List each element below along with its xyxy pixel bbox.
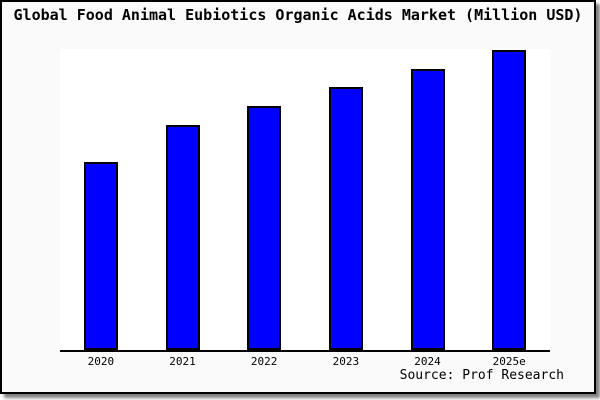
bar-2021 (165, 125, 200, 350)
bar-2023 (328, 87, 363, 350)
bar-slot-2024 (387, 49, 469, 350)
x-tick-label-2022: 2022 (250, 355, 278, 368)
bar-slot-2022 (223, 49, 305, 350)
chart-title: Global Food Animal Eubiotics Organic Aci… (13, 6, 583, 24)
bar-2020 (83, 162, 118, 350)
x-axis-labels: 2020 2021 2022 2023 2024 2025e (60, 355, 550, 368)
x-tick-label-2021: 2021 (169, 355, 196, 368)
plot-area (60, 49, 550, 352)
x-tick-label-2024: 2024 (414, 355, 441, 368)
x-tick-label-2023: 2023 (332, 355, 360, 368)
bar-2024 (410, 69, 445, 350)
bar-slot-2020 (60, 49, 142, 350)
bar-slot-2023 (305, 49, 387, 350)
bar-slot-2021 (142, 49, 224, 350)
chart-frame: Global Food Animal Eubiotics Organic Aci… (0, 0, 596, 394)
x-tick-label-2025e: 2025e (492, 355, 526, 368)
bar-2022 (247, 106, 282, 350)
source-note: Source: Prof Research (399, 368, 564, 383)
bar-2025e (492, 50, 527, 350)
bar-slot-2025e (468, 49, 550, 350)
x-tick-label-2020: 2020 (87, 355, 115, 368)
